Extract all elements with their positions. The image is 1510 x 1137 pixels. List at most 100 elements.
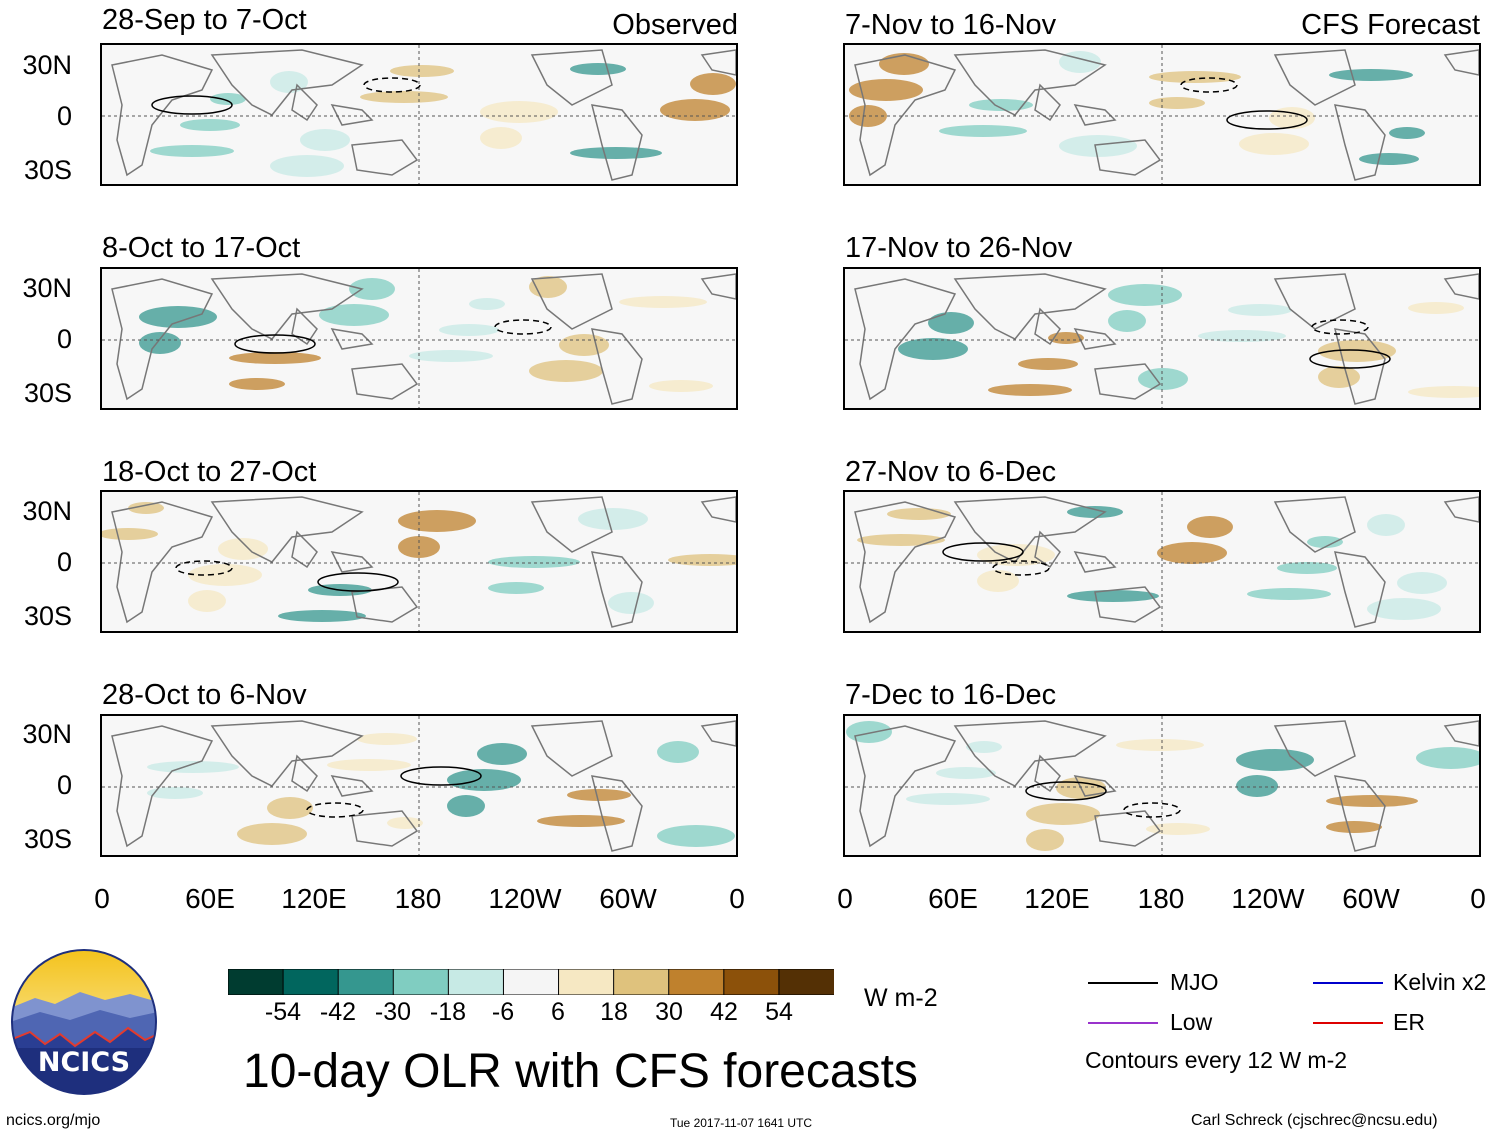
lon-label: 180 [394, 883, 442, 914]
continent-outline [291, 530, 318, 569]
mjo-contour-dashed [1180, 77, 1238, 93]
continent-outline [854, 278, 957, 401]
lat-label: 30S [23, 155, 72, 185]
continent-outline [210, 49, 364, 116]
continent-outline [854, 725, 957, 848]
mjo-contour [1226, 110, 1308, 130]
olr-map-panel [843, 43, 1481, 186]
legend-line-low [1088, 1022, 1158, 1024]
legend-line-er [1313, 1022, 1383, 1024]
continent-outline [330, 328, 374, 350]
continent-outline [210, 496, 364, 563]
colorbar-swatch [227, 968, 285, 996]
map-graphic [102, 269, 736, 408]
olr-anomaly-area [1149, 71, 1241, 83]
olr-anomaly-area [447, 795, 485, 817]
lat-label: 30N [22, 50, 72, 80]
map-graphic [102, 716, 736, 855]
lon-label: 0 [94, 883, 110, 914]
lat-label: 0 [56, 101, 72, 131]
lat-label: 30N [22, 719, 72, 749]
lon-label: 120E [281, 883, 347, 914]
main-title: 10-day OLR with CFS forecasts [243, 1045, 918, 1098]
lon-label: 60E [185, 883, 235, 914]
olr-anomaly-area [270, 155, 344, 177]
continent-outline [1273, 49, 1356, 106]
olr-anomaly-area [1138, 368, 1188, 390]
colorbar-graphic [227, 968, 835, 996]
continent-outline [1333, 104, 1386, 181]
lat-label: 30N [22, 273, 72, 303]
map-graphic [102, 45, 736, 184]
olr-anomaly-area [180, 119, 240, 131]
mjo-contour [234, 334, 316, 354]
olr-anomaly-area [229, 352, 321, 364]
logo-text: NCICS [37, 1047, 131, 1078]
olr-anomaly-area [1416, 747, 1479, 769]
olr-anomaly-area [846, 721, 892, 743]
olr-anomaly-area [879, 53, 929, 75]
olr-anomaly-area [1108, 284, 1182, 306]
olr-anomaly-area [1116, 739, 1204, 751]
olr-anomaly-area [966, 741, 1002, 753]
continent-outline [700, 273, 736, 300]
continent-outline [210, 273, 364, 340]
colorbar-swatch [558, 968, 615, 996]
panel-title: 27-Nov to 6-Dec [845, 456, 1057, 488]
mjo-contour-dashed [1311, 319, 1369, 335]
forecast-label: CFS Forecast [1301, 9, 1480, 41]
olr-map-panel [100, 43, 738, 186]
olr-anomaly-area [1108, 310, 1146, 332]
colorbar-swatch [447, 968, 505, 996]
colorbar-tick-label: 6 [551, 998, 565, 1026]
olr-anomaly-area [529, 360, 603, 382]
map-graphic [845, 492, 1479, 631]
lat-label: 30N [22, 496, 72, 526]
continent-outline [1034, 754, 1061, 793]
colorbar-swatch [668, 968, 725, 996]
olr-anomaly-area [928, 312, 974, 334]
olr-anomaly-area [387, 817, 423, 829]
olr-anomaly-area [898, 338, 968, 360]
olr-anomaly-area [1026, 803, 1100, 825]
olr-anomaly-area [1326, 795, 1418, 807]
continent-outline [1333, 775, 1386, 852]
olr-anomaly-area [357, 733, 417, 745]
mjo-contour-dashed [306, 802, 364, 818]
continent-outline [351, 363, 419, 400]
olr-anomaly-area [1018, 358, 1078, 370]
olr-anomaly-area [649, 380, 713, 392]
mjo-contour [400, 766, 482, 786]
olr-anomaly-area [570, 147, 662, 159]
lon-label: 60E [928, 883, 978, 914]
colorbar-swatch [392, 968, 450, 996]
olr-anomaly-area [1059, 135, 1137, 157]
mjo-contour [1309, 349, 1391, 369]
map-graphic [102, 492, 736, 631]
colorbar-tick-label: -54 [264, 998, 302, 1026]
olr-anomaly-area [1367, 514, 1405, 536]
panel-title: 8-Oct to 17-Oct [102, 232, 301, 264]
colorbar-swatch [502, 968, 560, 996]
mjo-contour-dashed [1123, 802, 1181, 818]
olr-anomaly-area [128, 502, 164, 514]
colorbar-swatch [778, 968, 835, 996]
lat-label: 30S [23, 378, 72, 408]
continent-outline [111, 501, 214, 624]
map-graphic [845, 716, 1479, 855]
olr-map-panel [843, 714, 1481, 857]
colorbar-tick-label: 18 [600, 998, 628, 1026]
olr-anomaly-area [690, 73, 736, 95]
continent-outline [953, 273, 1107, 340]
mjo-contour-dashed [363, 77, 421, 93]
olr-anomaly-area [857, 534, 945, 546]
olr-anomaly-area [1247, 588, 1331, 600]
olr-anomaly-area [327, 759, 411, 771]
lon-label: 120E [1024, 883, 1090, 914]
colorbar-tick-label: -42 [319, 998, 357, 1026]
olr-anomaly-area [657, 741, 699, 763]
olr-anomaly-area [969, 99, 1033, 111]
map-graphic [845, 269, 1479, 408]
continent-outline [953, 720, 1107, 787]
olr-map-panel [843, 490, 1481, 633]
